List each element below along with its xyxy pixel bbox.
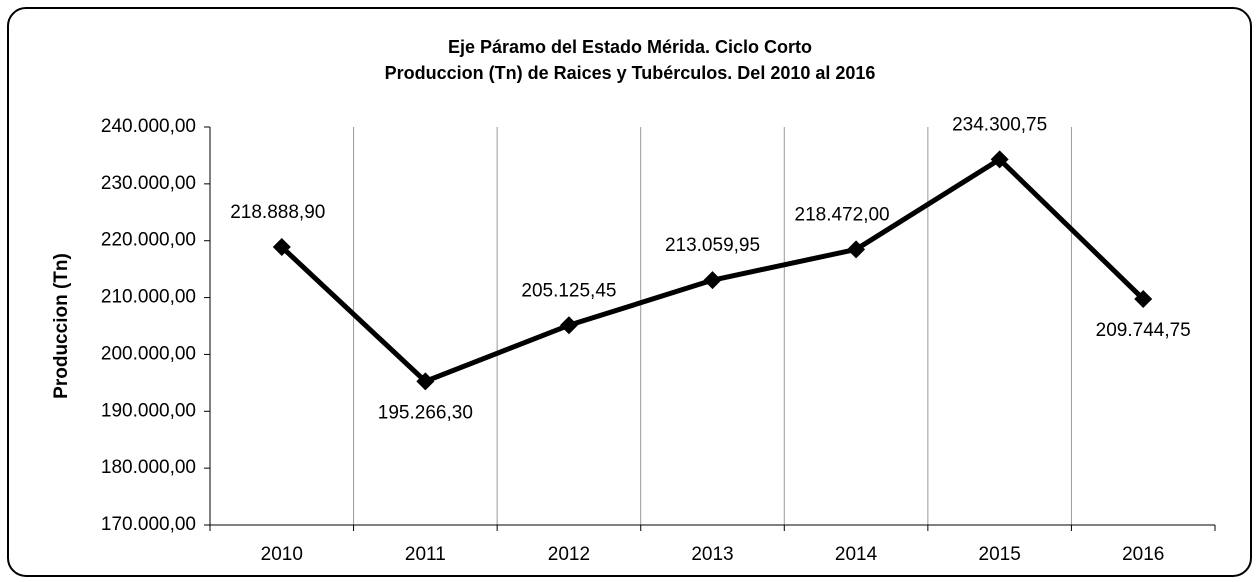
- data-point: [559, 316, 578, 335]
- data-label: 209.744,75: [1096, 320, 1191, 341]
- data-label: 218.888,90: [230, 202, 325, 223]
- y-tick-label: 200.000,00: [101, 343, 196, 364]
- data-point: [703, 271, 722, 290]
- data-label: 234.300,75: [952, 114, 1047, 135]
- x-tick-label: 2010: [261, 544, 303, 565]
- data-point: [1134, 290, 1153, 309]
- data-label: 205.125,45: [521, 280, 616, 301]
- y-tick-label: 220.000,00: [101, 230, 196, 251]
- x-tick-label: 2012: [548, 544, 590, 565]
- data-point: [990, 150, 1009, 169]
- data-point: [847, 240, 866, 259]
- y-tick-label: 210.000,00: [101, 287, 196, 308]
- x-tick-label: 2015: [979, 544, 1021, 565]
- y-tick-label: 170.000,00: [101, 514, 196, 535]
- y-tick-label: 180.000,00: [101, 457, 196, 478]
- chart-frame: [7, 7, 1252, 577]
- chart-subtitle: Produccion (Tn) de Raices y Tubérculos. …: [385, 63, 876, 83]
- data-label: 195.266,30: [378, 402, 473, 423]
- y-tick-label: 190.000,00: [101, 400, 196, 421]
- y-tick-label: 230.000,00: [101, 173, 196, 194]
- x-tick-label: 2013: [691, 544, 733, 565]
- chart-title: Eje Páramo del Estado Mérida. Ciclo Cort…: [448, 37, 812, 57]
- data-point: [272, 238, 291, 257]
- data-point: [416, 372, 435, 391]
- y-tick-label: 240.000,00: [101, 116, 196, 137]
- x-tick-label: 2014: [835, 544, 878, 565]
- x-tick-label: 2016: [1122, 544, 1164, 565]
- x-tick-label: 2011: [405, 544, 446, 565]
- y-axis-label: Produccion (Tn): [51, 253, 72, 399]
- data-label: 218.472,00: [795, 204, 890, 225]
- data-label: 213.059,95: [665, 235, 760, 256]
